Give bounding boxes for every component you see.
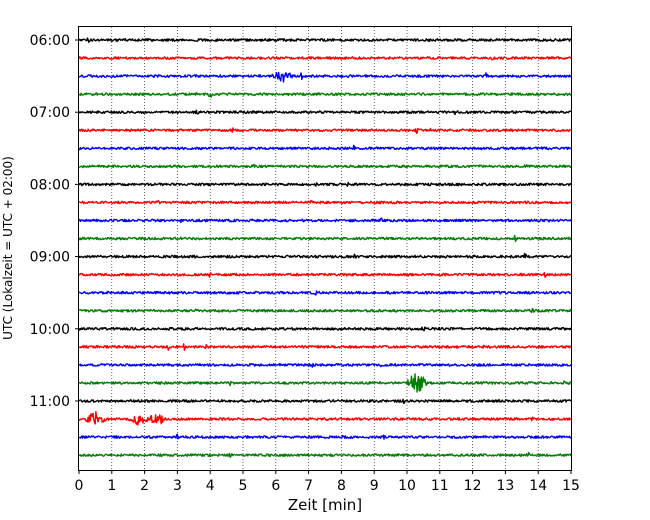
y-axis: 06:00 07:00 08:00 09:00 10:00 11:00 [30,33,79,410]
y-tick-label: 10:00 [30,322,70,338]
y-tick-label: 07:00 [30,105,70,121]
trace-1000 [78,326,572,332]
trace-0930 [78,290,572,296]
trace-0600 [78,37,572,43]
trace-0900 [78,252,572,259]
trace-1130 [78,433,572,440]
x-tick-label: 8 [337,478,346,494]
trace-0800 [78,181,572,187]
x-tick-label: 13 [496,478,514,494]
plot-frame [78,26,572,471]
trace-0715 [78,127,572,134]
trace-1100 [78,398,572,404]
x-tick-label: 7 [304,478,313,494]
x-tick-label: 4 [206,478,215,494]
y-axis-title: UTC (Lokalzeit = UTC + 02:00) [1,156,15,340]
x-axis-title: Zeit [min] [288,496,362,514]
trace-0700 [78,109,571,116]
trace-0745 [78,163,572,169]
trace-1045 [78,373,572,393]
y-tick-label: 06:00 [30,33,70,49]
trace-0730 [78,144,572,151]
trace-0915 [78,271,571,278]
trace-0830 [78,217,572,224]
x-tick-label: 15 [562,478,580,494]
seismic-traces [78,37,572,458]
x-tick-label: 9 [370,478,379,494]
trace-1145 [79,451,572,458]
y-tick-label: 11:00 [30,394,70,410]
x-tick-label: 1 [107,478,116,494]
trace-0815 [78,199,572,205]
x-tick-label: 6 [271,478,280,494]
x-tick-label: 0 [75,478,84,494]
x-tick-label: 14 [529,478,547,494]
x-tick-label: 12 [464,478,482,494]
x-tick-label: 5 [239,478,248,494]
trace-1115 [78,411,572,426]
trace-0630 [79,71,572,83]
x-axis: 0 1 2 3 4 5 6 7 8 9 10 11 12 13 14 15 [75,470,580,494]
vertical-grid [111,27,539,470]
x-tick-label: 3 [173,478,182,494]
trace-0615 [78,56,572,61]
trace-1030 [78,362,572,368]
x-tick-label: 2 [140,478,149,494]
trace-0845 [78,234,572,243]
y-tick-label: 09:00 [30,250,70,266]
x-tick-label: 11 [431,478,449,494]
trace-1015 [78,343,572,351]
trace-0945 [78,308,572,314]
y-tick-label: 08:00 [30,177,70,193]
trace-0645 [78,92,572,98]
x-tick-label: 10 [398,478,416,494]
